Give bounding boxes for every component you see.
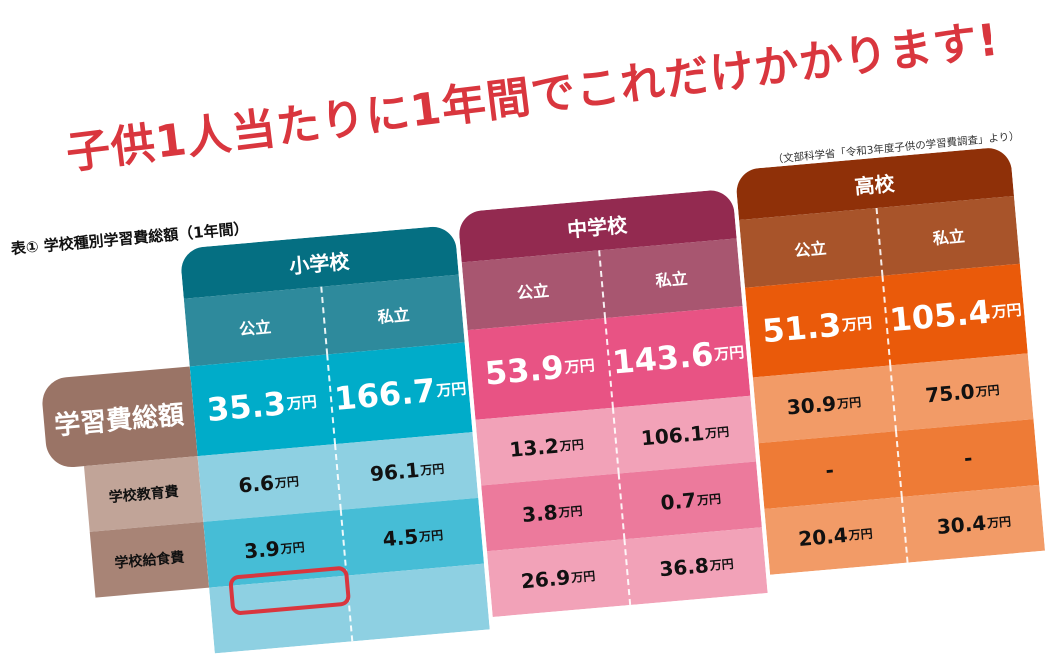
value: 105.4	[888, 292, 993, 340]
value-cell	[345, 563, 490, 642]
unit-label: 万円	[563, 355, 596, 377]
value: 53.9	[483, 347, 566, 393]
value-cell: 106.1 万円	[611, 395, 757, 474]
unit-label: 万円	[274, 473, 300, 490]
column-type: 私立	[598, 238, 743, 319]
column-type: 私立	[320, 274, 465, 355]
column-type: 公立	[238, 317, 272, 339]
unit-label: 万円	[419, 461, 445, 478]
unit-label: 万円	[418, 527, 444, 544]
unit-label: 万円	[841, 313, 873, 334]
unit-label: 万円	[286, 392, 318, 413]
value: 143.6	[610, 334, 715, 382]
row-label-total: 学習費総額	[40, 366, 198, 470]
value-cell: -	[895, 419, 1040, 497]
value-cell: 30.4 万円	[900, 484, 1046, 563]
column-type: 私立	[875, 195, 1020, 276]
value: 20.4	[797, 522, 849, 552]
unit-label: 万円	[704, 424, 730, 441]
value: 96.1	[369, 457, 421, 487]
value: 106.1	[640, 420, 706, 451]
value: 0.7	[659, 487, 698, 515]
value-cell: 4.5 万円	[339, 497, 485, 576]
value-cell: 51.3 万円	[745, 276, 889, 378]
unit-label: 万円	[435, 378, 468, 400]
school-block: 中学校 公立 私立 53.9 万円 143.6 万円 13.2 万円 106.1 万円 3.8 万円 0.…	[457, 188, 768, 618]
value: 4.5	[381, 524, 420, 552]
unit-label: 万円	[713, 342, 745, 364]
column-type: 公立	[516, 280, 550, 303]
row-label-school-education: 学校教育費	[83, 456, 204, 532]
unit-label: 万円	[696, 491, 722, 508]
value: 30.9	[785, 391, 838, 420]
value: 3.9	[243, 536, 281, 564]
unit-label: 万円	[974, 382, 1001, 399]
value-cell: 75.0 万円	[889, 353, 1034, 432]
unit-label: 万円	[847, 526, 874, 543]
value-cell: 105.4 万円	[881, 263, 1028, 366]
unit-label: 万円	[557, 503, 584, 520]
value-cell: 30.9 万円	[753, 366, 895, 444]
row-labels: 学習費総額 学校教育費 学校給食費	[40, 366, 210, 600]
value-cell: 0.7 万円	[617, 461, 762, 540]
value-cell: 3.8 万円	[481, 474, 623, 552]
school-block: 高校 公立 私立 51.3 万円 105.4 万円 30.9 万円 75.0 万円 - -20.4 万円 3…	[734, 146, 1046, 575]
value: -	[962, 445, 974, 471]
value-cell: 143.6 万円	[604, 306, 751, 408]
unit-label: 万円	[559, 436, 585, 454]
value-cell: 35.3 万円	[190, 355, 334, 457]
value: 35.3	[205, 384, 288, 430]
value: 30.4	[935, 510, 988, 539]
row-label-school-lunch: 学校給食費	[89, 521, 210, 598]
value-cell: 53.9 万円	[468, 318, 612, 420]
unit-label: 万円	[990, 300, 1023, 321]
value: 51.3	[760, 305, 843, 351]
unit-label: 万円	[280, 539, 306, 556]
value: 13.2	[508, 433, 560, 462]
unit-label: 万円	[986, 514, 1012, 531]
value-cell: 26.9 万円	[487, 539, 629, 617]
column-type: 公立	[793, 238, 828, 261]
unit-label: 万円	[709, 556, 735, 573]
value: 36.8	[658, 553, 710, 582]
value: 166.7	[332, 371, 437, 418]
value-cell: 13.2 万円	[475, 408, 617, 486]
unit-label: 万円	[570, 568, 596, 585]
value: -	[824, 457, 835, 483]
value-cell: 20.4 万円	[764, 497, 906, 575]
value-cell: 96.1 万円	[334, 432, 479, 510]
value-cell: -	[759, 431, 901, 509]
value: 26.9	[519, 565, 572, 594]
value: 75.0	[924, 379, 976, 408]
value: 3.8	[521, 500, 559, 528]
unit-label: 万円	[836, 394, 862, 411]
value: 6.6	[237, 470, 275, 498]
value-cell: 166.7 万円	[326, 342, 473, 445]
value-cell: 36.8 万円	[623, 527, 768, 606]
value-cell: 6.6 万円	[198, 444, 340, 522]
